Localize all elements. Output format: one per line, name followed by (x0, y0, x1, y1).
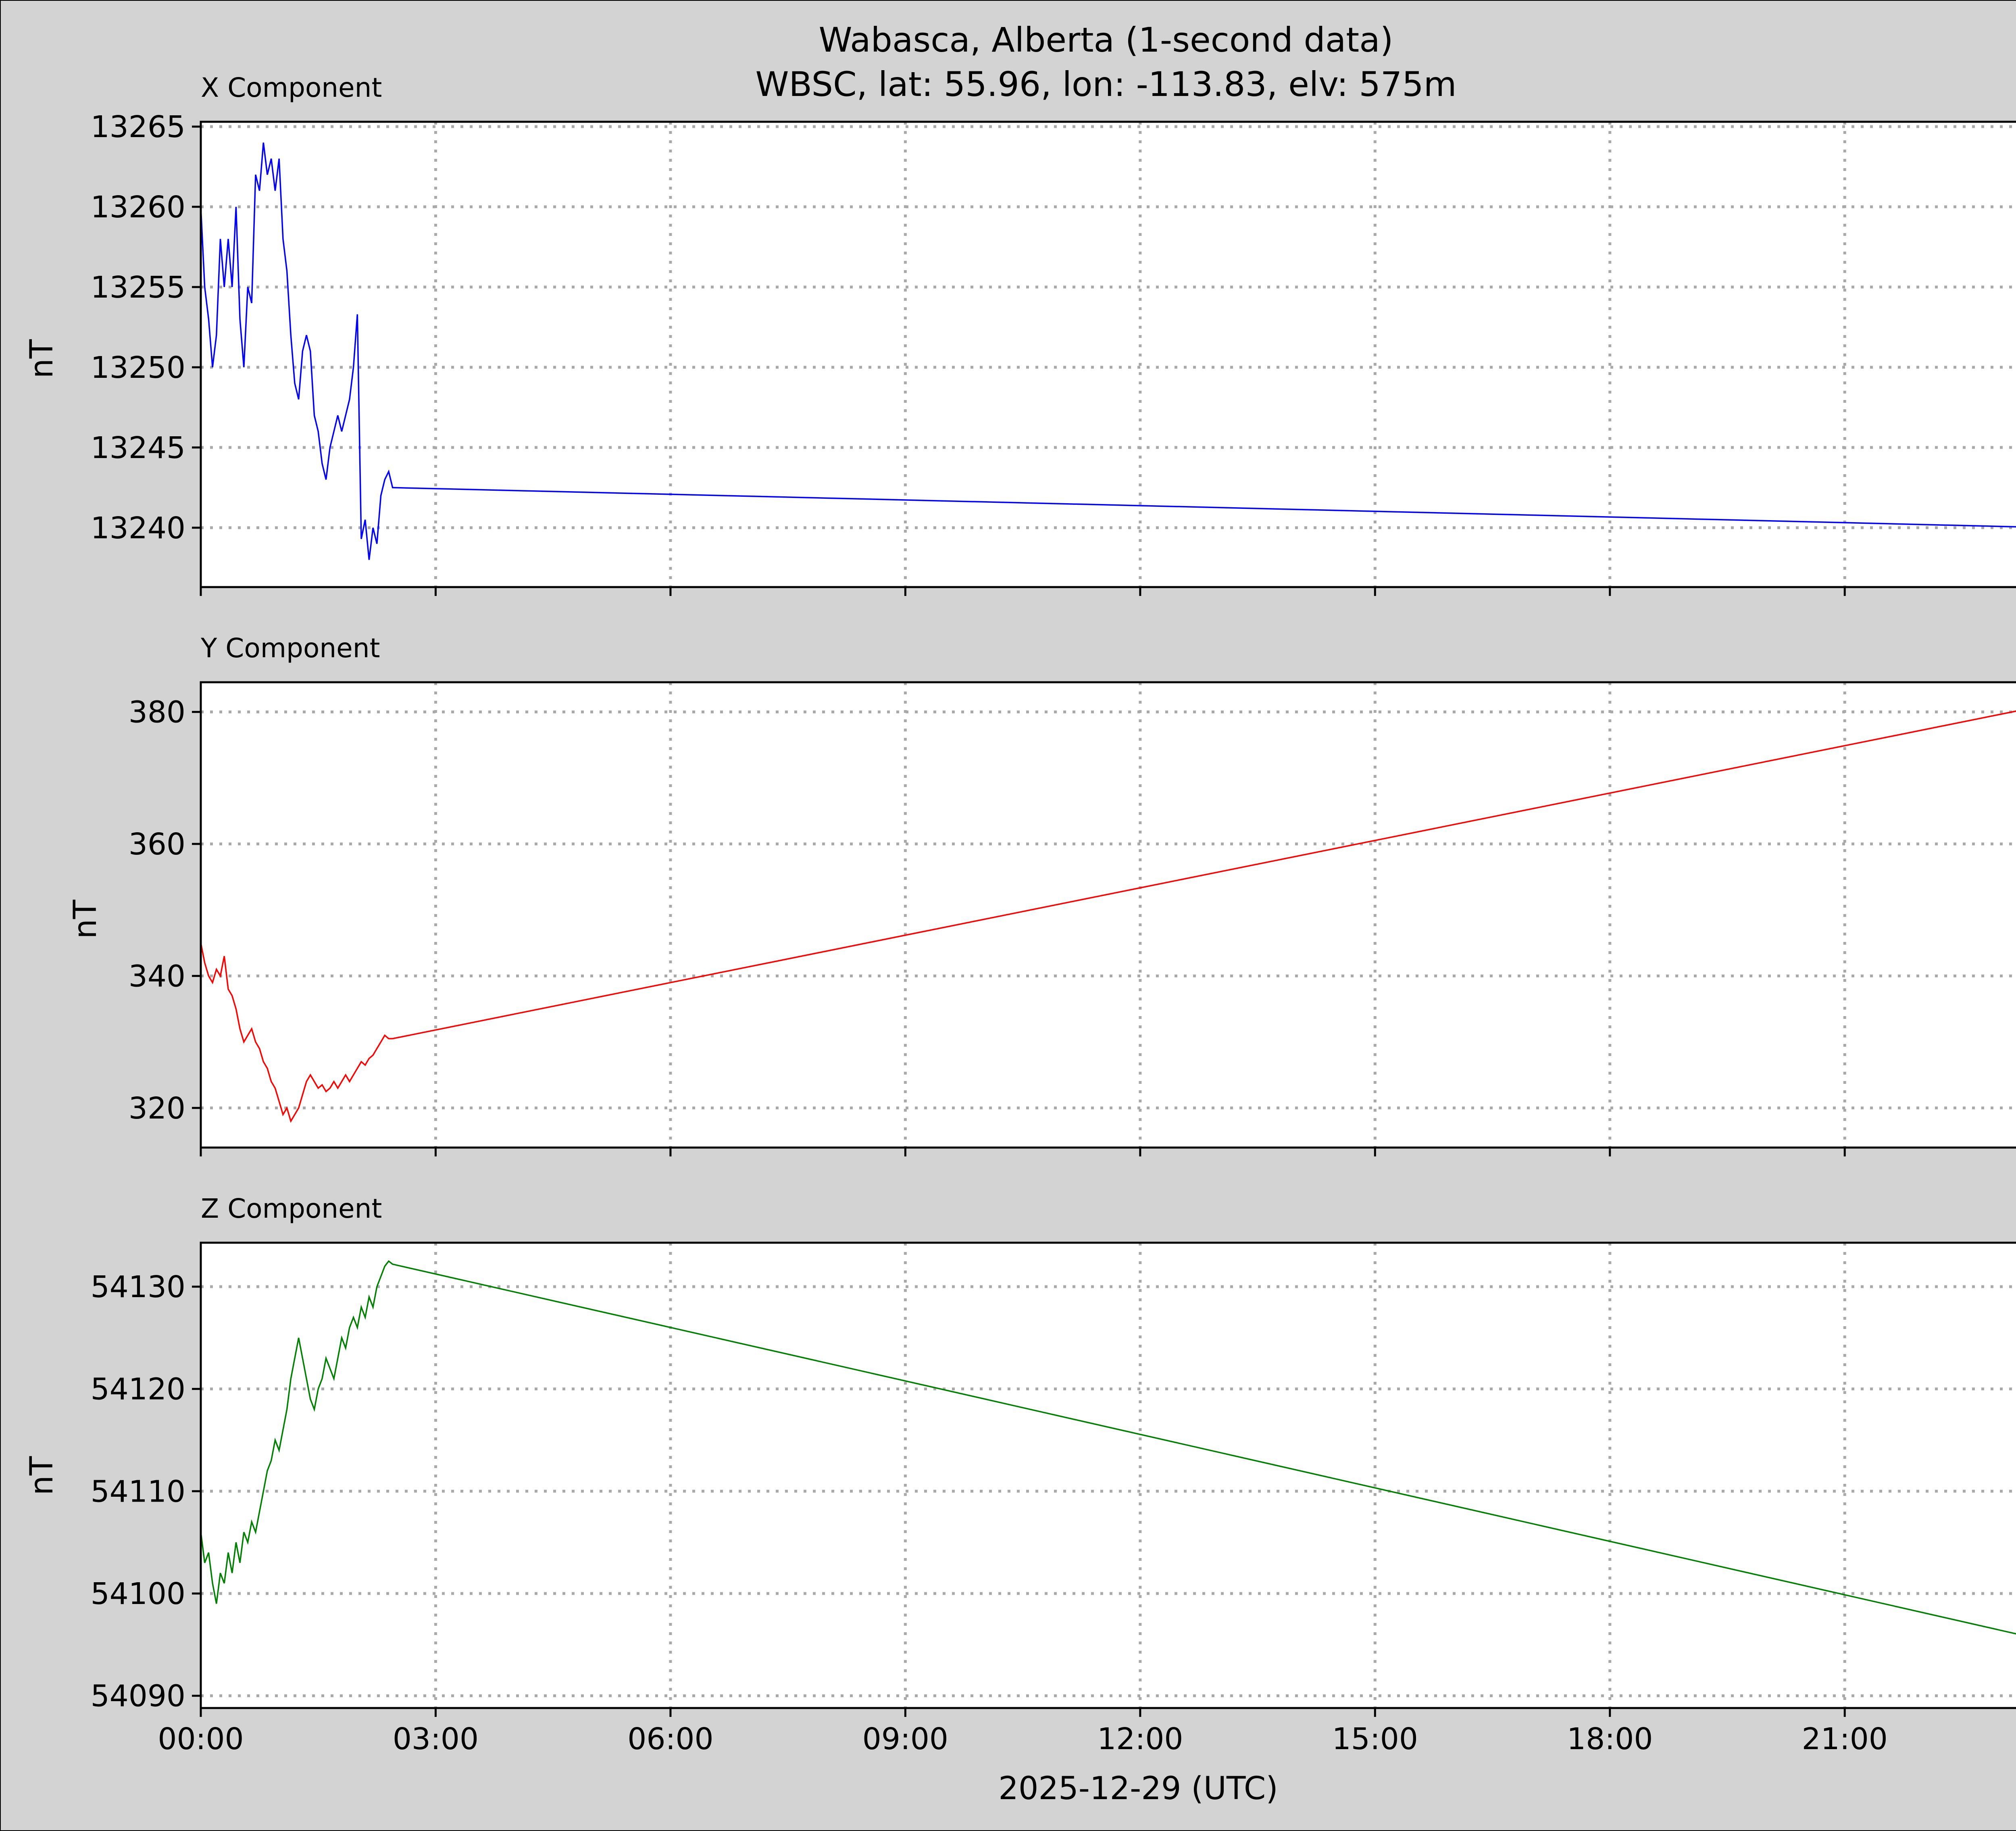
panel-y-plot-area (201, 682, 2016, 1148)
panel-x-grid (201, 122, 2016, 587)
panel-x-title: X Component (201, 72, 382, 103)
x-tick-label: 12:00 (1097, 1722, 1183, 1756)
x-tick-label: 03:00 (393, 1722, 479, 1756)
chart-title: Wabasca, Alberta (1-second data) (818, 20, 1393, 60)
panel-z-plot-area (201, 1243, 2016, 1708)
x-tick-label: 15:00 (1332, 1722, 1418, 1756)
panel-z-title: Z Component (201, 1193, 382, 1224)
y-tick-label: 54090 (91, 1679, 185, 1714)
y-tick-label: 380 (129, 695, 185, 730)
panel-x: X Component nT 13240 13245 13250 13255 13260… (24, 72, 2016, 596)
panel-z-ylabel: nT (24, 1456, 60, 1495)
panel-x-y-ticks: 13240 13245 13250 13255 13260 13265 (91, 110, 201, 546)
panel-x-plot-area (201, 122, 2016, 587)
x-tick-label: 06:00 (627, 1722, 713, 1756)
x-tick-label: 09:00 (862, 1722, 948, 1756)
chart-subtitle: WBSC, lat: 55.96, lon: -113.83, elv: 575… (755, 65, 1456, 104)
panel-x-frame (200, 121, 2016, 588)
y-tick-label: 13265 (91, 110, 185, 144)
y-tick-label: 13245 (91, 431, 185, 465)
z-component-line (200, 1260, 2016, 1635)
y-component-line (200, 710, 2016, 1123)
panel-y-y-ticks: 320 340 360 380 (129, 695, 201, 1126)
panel-y-ylabel: nT (67, 900, 104, 939)
panel-y-grid (201, 682, 2016, 1148)
y-tick-label: 340 (129, 959, 185, 994)
x-axis-label: 2025-12-29 (UTC) (998, 1771, 1278, 1807)
y-tick-label: 13260 (91, 190, 185, 225)
panel-z: Z Component nT 54090 54100 54110 54120 54130… (24, 1193, 2016, 1756)
y-tick-label: 360 (129, 827, 185, 862)
panel-x-x-ticks (200, 587, 1846, 596)
panel-x-ylabel: nT (24, 339, 60, 378)
y-tick-label: 13255 (91, 270, 185, 305)
x-tick-label: 18:00 (1567, 1722, 1653, 1756)
panel-z-grid (201, 1243, 2016, 1708)
panel-y: Y Component nT 320 340 360 380 (67, 633, 2016, 1156)
panel-y-title: Y Component (200, 633, 380, 664)
x-tick-label: 21:00 (1802, 1722, 1888, 1756)
y-tick-label: 54130 (91, 1270, 185, 1304)
x-component-line (200, 142, 2016, 560)
y-tick-label: 54110 (91, 1474, 185, 1509)
y-tick-label: 54100 (91, 1577, 185, 1611)
panel-z-frame (200, 1241, 2016, 1709)
panel-y-x-ticks (200, 1148, 1846, 1156)
panel-z-x-ticks: 00:00 03:00 06:00 09:00 12:00 15:00 18:00 21:00 (158, 1708, 1888, 1756)
y-tick-label: 13250 (91, 350, 185, 385)
x-tick-label: 00:00 (158, 1722, 244, 1756)
panel-z-y-ticks: 54090 54100 54110 54120 54130 (91, 1270, 201, 1714)
y-tick-label: 54120 (91, 1372, 185, 1407)
y-tick-label: 13240 (91, 511, 185, 546)
y-tick-label: 320 (129, 1091, 185, 1126)
panel-y-frame (200, 681, 2016, 1149)
